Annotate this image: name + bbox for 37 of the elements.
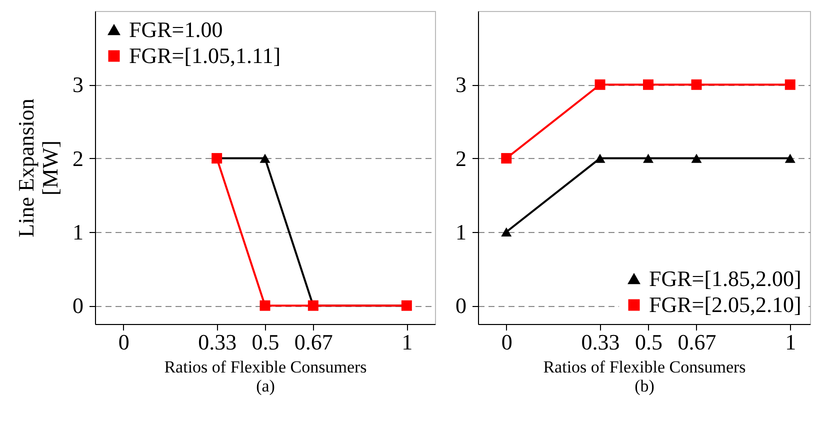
x-axis-title: Ratios of Flexible Consumers [543, 358, 746, 376]
point [594, 154, 606, 163]
point [691, 79, 702, 90]
legend-label: FGR=[1.05,1.11] [129, 43, 281, 68]
x-tick-label: 0 [118, 330, 130, 354]
point [643, 154, 654, 163]
legend-label: FGR=[2.05,2.10] [649, 292, 802, 317]
point [784, 154, 796, 163]
y-tick-label: 3 [456, 72, 466, 98]
x-tick-label: 1 [785, 330, 796, 354]
legend-label: FGR=[1.85,2.00] [649, 266, 802, 291]
y-axis-title: Line Expansion [MW] [14, 98, 62, 238]
y-tick-label: 2 [456, 146, 466, 171]
y-tick-label: 0 [456, 293, 466, 318]
text: (b) [634, 376, 654, 396]
x-tick-label: 0.67 [294, 330, 333, 354]
x-tick-label: 0.33 [198, 330, 237, 354]
x-tick-label: 0.67 [678, 330, 716, 354]
x-tick-label: 0.33 [581, 330, 620, 354]
point [643, 79, 654, 90]
x-axis-title: Ratios of Flexible Consumers [164, 358, 367, 376]
point [691, 154, 702, 163]
x-tick-label: 0.5 [635, 330, 663, 354]
x-tick-label: 1 [402, 330, 413, 354]
text: (a) [256, 376, 275, 396]
y-tick-label: 2 [72, 146, 84, 171]
point [501, 227, 512, 236]
point [594, 79, 606, 90]
y-tick-label: 0 [72, 293, 84, 318]
point [784, 79, 796, 90]
x-tick-label: 0.5 [252, 330, 280, 354]
y-tick-label: 1 [72, 219, 84, 244]
point [501, 153, 512, 164]
y-tick-label: 3 [72, 72, 84, 98]
legend-label: FGR=1.00 [129, 17, 223, 42]
x-tick-label: 0 [501, 330, 512, 354]
y-tick-label: 1 [456, 219, 466, 244]
